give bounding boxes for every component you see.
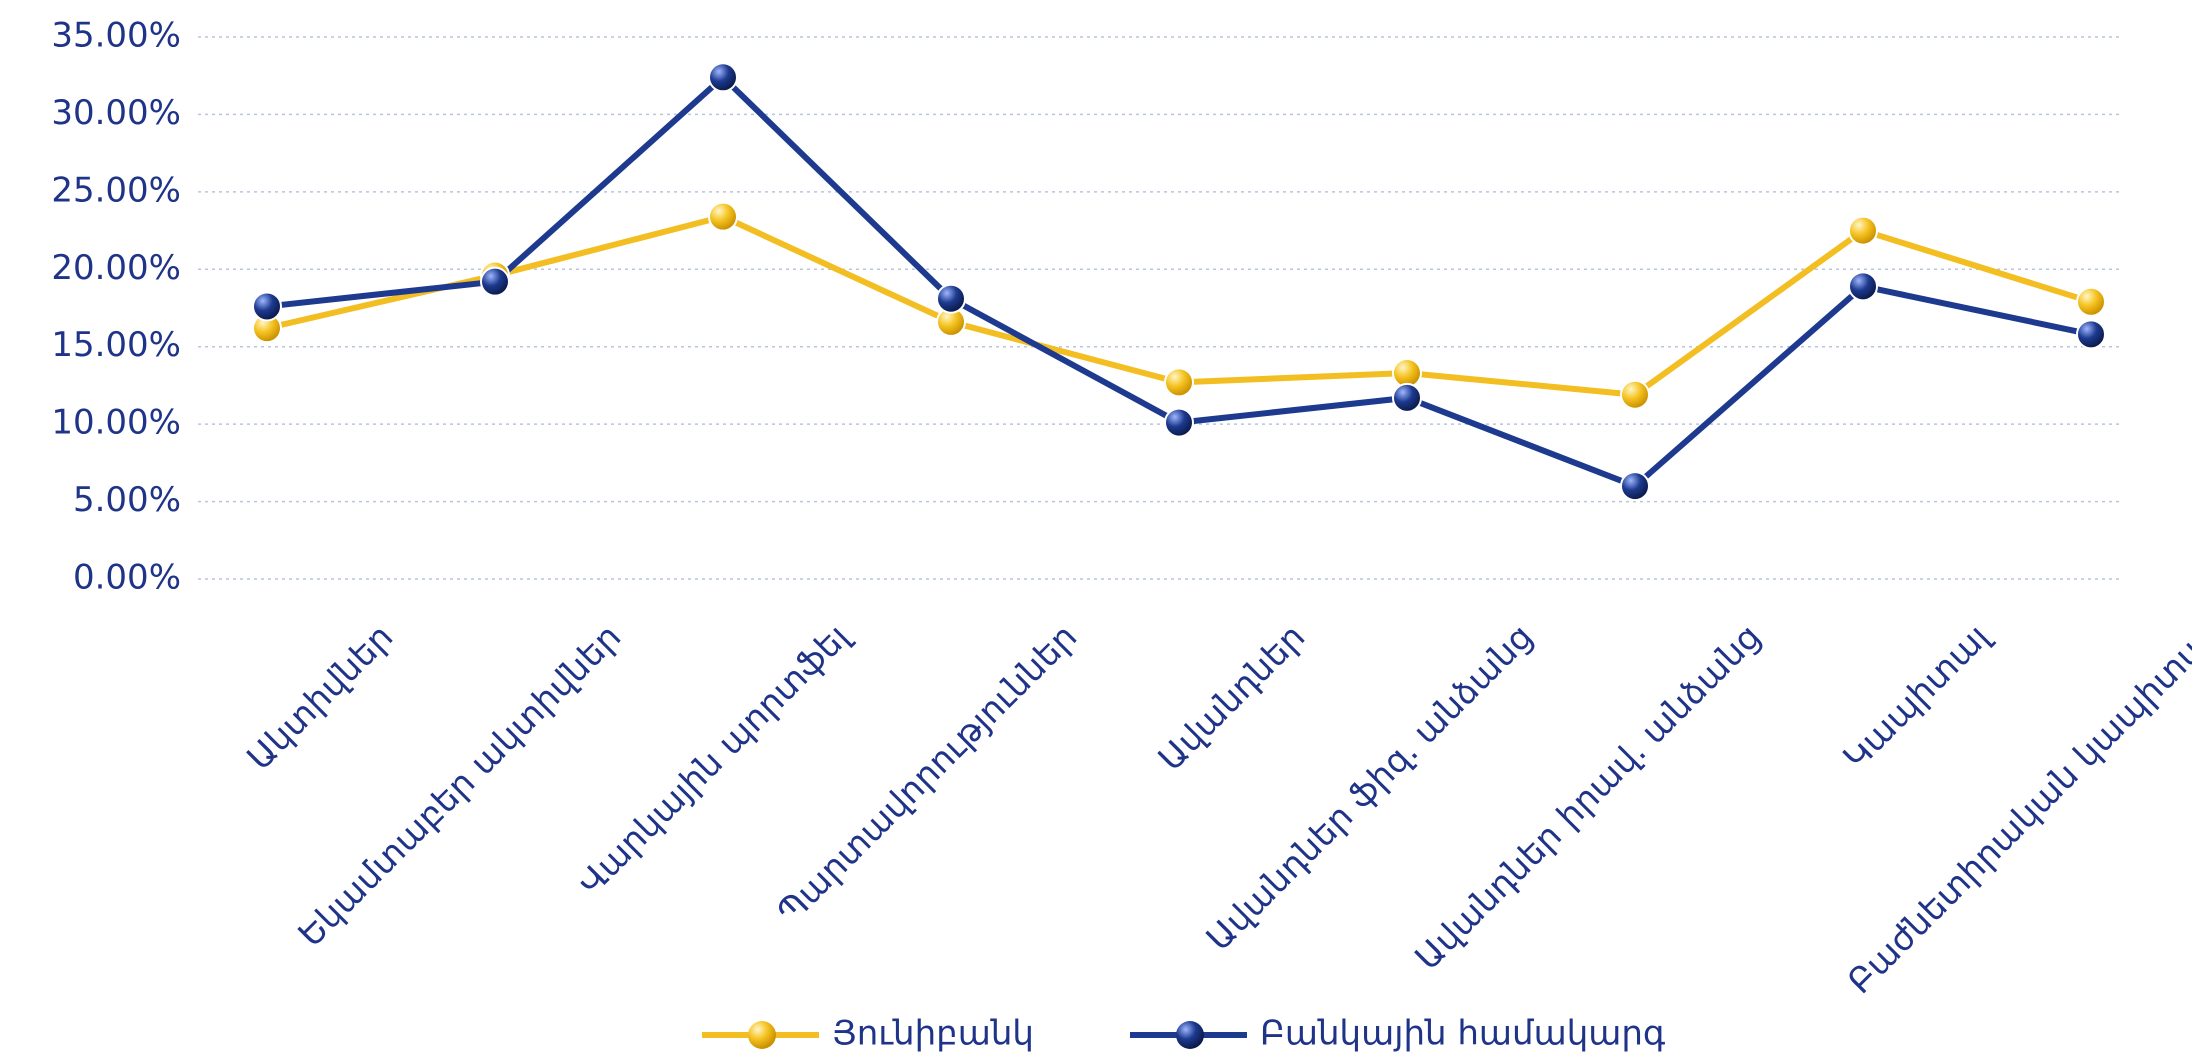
data-point: [2077, 288, 2105, 316]
data-point: [1621, 472, 1649, 500]
data-point: [1849, 217, 1877, 245]
data-point: [1165, 368, 1193, 396]
data-point: [709, 63, 737, 91]
data-point: [937, 285, 965, 313]
x-tick-label: Բաժնետիրական կապիտալ: [1840, 616, 2192, 1002]
legend-marker: [1176, 1021, 1204, 1049]
data-point: [1393, 384, 1421, 412]
data-point: [253, 292, 281, 320]
y-tick-label: 10.00%: [51, 403, 181, 443]
legend-label: Բանկային համակարգ: [1260, 1014, 1666, 1052]
data-point: [481, 268, 509, 296]
legend-label: Յունիբանկ: [832, 1014, 1034, 1052]
y-tick-label: 20.00%: [51, 248, 181, 288]
data-point: [1165, 409, 1193, 437]
y-tick-label: 0.00%: [73, 558, 181, 598]
y-tick-label: 25.00%: [51, 170, 181, 210]
x-tick-label: Ակտիվներ: [240, 617, 402, 779]
y-tick-label: 35.00%: [51, 16, 181, 56]
y-tick-label: 5.00%: [73, 480, 181, 520]
y-tick-label: 15.00%: [51, 325, 181, 365]
data-point: [2077, 320, 2105, 348]
chart: 0.00% 5.00% 10.00% 15.00% 20.00% 25.00% 30.00%…: [0, 0, 2192, 1052]
data-point: [1849, 272, 1877, 300]
data-point: [1621, 381, 1649, 409]
data-point: [709, 203, 737, 231]
y-tick-label: 30.00%: [51, 93, 181, 133]
x-tick-label: Ավանդներ: [1151, 617, 1313, 779]
x-tick-label: Կապիտալ: [1836, 616, 1999, 779]
legend-marker: [748, 1021, 776, 1049]
